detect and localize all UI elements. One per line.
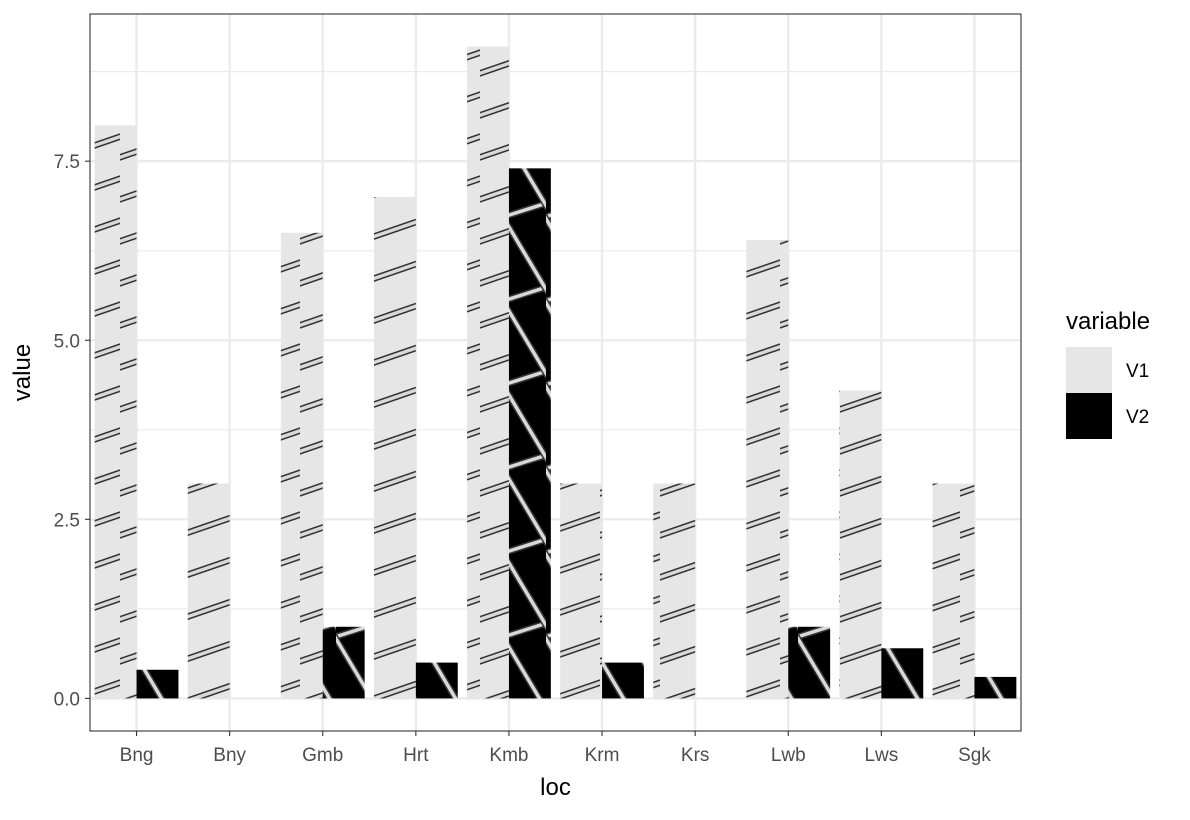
bar-v1-krs <box>653 483 696 699</box>
bar-v1-lwb <box>746 239 789 699</box>
legend-key-v2 <box>1066 393 1112 439</box>
bar-v1-sgk <box>932 483 975 699</box>
x-tick-label: Hrt <box>403 745 429 766</box>
bar-v2-krm <box>602 662 644 699</box>
legend-key-v1 <box>1066 347 1112 393</box>
bar-v1-lws <box>839 390 882 699</box>
x-tick-label: Bng <box>120 745 154 766</box>
x-tick-label: Gmb <box>302 745 343 766</box>
y-tick-label: 0.0 <box>54 689 80 710</box>
x-tick-label: Bny <box>213 745 246 766</box>
x-tick-label: Sgk <box>958 745 991 766</box>
bar-v1-bny <box>187 483 230 699</box>
bar-v1-krm <box>560 483 603 699</box>
x-tick-label: Krs <box>681 745 710 766</box>
y-tick-label: 7.5 <box>54 152 80 173</box>
bar-v2-gmb <box>322 626 365 699</box>
x-axis: Bng Bny Gmb Hrt Kmb Krm Krs Lwb Lws Sgk <box>120 731 991 766</box>
legend-title: variable <box>1066 308 1150 335</box>
y-tick-label: 5.0 <box>54 331 80 352</box>
bars <box>94 46 1017 699</box>
bar-v1-bng <box>94 125 137 699</box>
bar-v1-kmb <box>467 46 509 699</box>
bar-v2-sgk <box>974 676 1017 699</box>
legend-label-v2: V2 <box>1126 407 1149 428</box>
bar-v2-hrt <box>415 662 458 699</box>
bar-v1-gmb <box>280 232 323 699</box>
bar-v1-hrt <box>373 197 416 699</box>
bar-v2-kmb <box>508 168 551 699</box>
bar-v2-lwb <box>788 626 831 699</box>
bar-v2-lws <box>881 648 924 699</box>
y-axis: 0.0 2.5 5.0 7.5 <box>54 152 90 710</box>
x-tick-label: Kmb <box>489 745 528 766</box>
panel-border <box>89 13 1022 732</box>
legend-label-v1: V1 <box>1126 361 1149 382</box>
y-tick-label: 2.5 <box>54 510 80 531</box>
x-axis-title: loc <box>540 774 571 801</box>
x-tick-label: Lws <box>864 745 898 766</box>
x-tick-label: Lwb <box>771 745 806 766</box>
bar-v2-bng <box>136 669 179 699</box>
y-axis-title: value <box>9 344 36 401</box>
x-tick-label: Krm <box>585 745 620 766</box>
legend: variable V1 V2 <box>1066 308 1150 439</box>
